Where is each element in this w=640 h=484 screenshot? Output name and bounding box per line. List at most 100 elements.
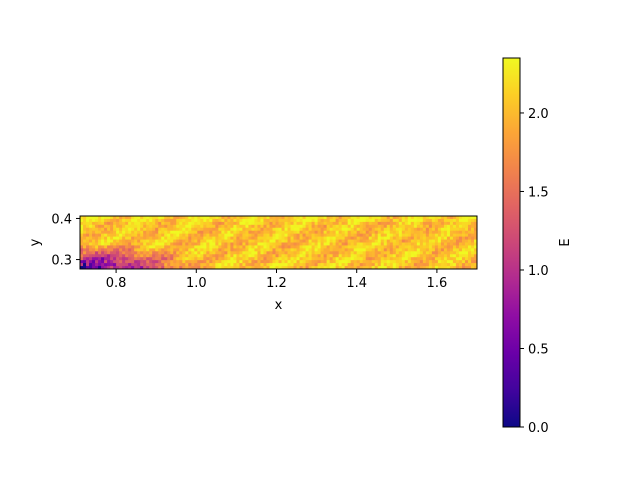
heatmap-cell	[374, 230, 379, 235]
heatmap-cell	[407, 233, 412, 238]
heatmap-cell	[221, 257, 225, 261]
heatmap-cell	[224, 260, 228, 264]
heatmap-cell	[254, 227, 259, 232]
heatmap-cell	[446, 233, 451, 238]
heatmap-cell	[311, 260, 316, 264]
heatmap-cell	[179, 224, 183, 229]
heatmap-cell	[245, 216, 250, 220]
heatmap-cell	[308, 263, 313, 267]
heatmap-cell	[191, 251, 195, 255]
heatmap-cell	[95, 254, 99, 258]
heatmap-cell	[173, 239, 177, 244]
heatmap-cell	[443, 254, 448, 258]
heatmap-cell	[365, 236, 370, 241]
heatmap-cell	[362, 236, 367, 241]
heatmap-cell	[329, 216, 334, 220]
heatmap-cell	[89, 239, 93, 244]
heatmap-cell	[377, 263, 382, 267]
heatmap-cell	[101, 230, 105, 235]
heatmap-cell	[134, 245, 138, 249]
heatmap-cell	[80, 242, 84, 247]
heatmap-cell	[143, 251, 147, 255]
heatmap-cell	[311, 248, 316, 252]
heatmap-cell	[359, 257, 364, 261]
heatmap-cell	[161, 254, 165, 258]
heatmap-cell	[158, 236, 162, 241]
heatmap-cell	[293, 260, 298, 264]
heatmap-cell	[380, 257, 385, 261]
heatmap-cell	[395, 236, 400, 241]
heatmap-cell	[170, 230, 174, 235]
heatmap-cell	[149, 257, 153, 261]
heatmap-cell	[422, 263, 427, 267]
heatmap-cell	[104, 248, 108, 252]
heatmap-cell	[239, 221, 244, 226]
heatmap-cell	[134, 254, 138, 258]
heatmap-cell	[152, 239, 156, 244]
heatmap-cell	[305, 230, 310, 235]
heatmap-cell	[140, 266, 144, 269]
heatmap-cell	[338, 257, 343, 261]
heatmap-cell	[302, 227, 307, 232]
heatmap-cell	[233, 236, 237, 241]
heatmap-cell	[395, 230, 400, 235]
heatmap-cell	[410, 233, 415, 238]
heatmap-cell	[212, 236, 216, 241]
heatmap-cell	[443, 216, 448, 220]
heatmap-cell	[431, 263, 436, 267]
heatmap-cell	[161, 260, 165, 264]
heatmap-cell	[380, 239, 385, 244]
heatmap-cell	[434, 251, 439, 255]
heatmap-cell	[422, 266, 427, 269]
heatmap-cell	[347, 227, 352, 232]
heatmap-cell	[401, 230, 406, 235]
heatmap-cell	[317, 245, 322, 249]
heatmap-cell	[134, 242, 138, 247]
heatmap-cell	[227, 236, 231, 241]
heatmap-cell	[161, 251, 165, 255]
heatmap-cell	[332, 236, 337, 241]
heatmap-cell	[110, 236, 114, 241]
heatmap-cell	[455, 257, 460, 261]
heatmap-cell	[299, 245, 304, 249]
heatmap-cell	[416, 248, 421, 252]
heatmap-cell	[212, 239, 216, 244]
heatmap-cell	[281, 263, 286, 267]
heatmap-cell	[176, 248, 180, 252]
heatmap-cell	[92, 239, 96, 244]
heatmap-cell	[206, 218, 210, 223]
heatmap-cell	[185, 242, 189, 247]
heatmap-cell	[419, 224, 424, 229]
heatmap-cell	[200, 251, 204, 255]
heatmap-cell	[413, 218, 418, 223]
heatmap-cell	[398, 227, 403, 232]
heatmap-cell	[98, 242, 102, 247]
heatmap-cell	[125, 263, 129, 267]
heatmap-cell	[218, 230, 222, 235]
heatmap-cell	[272, 239, 277, 244]
heatmap-cell	[200, 248, 204, 252]
heatmap-cell	[446, 221, 451, 226]
heatmap-cell	[218, 242, 222, 247]
heatmap-cell	[422, 221, 427, 226]
heatmap-cell	[302, 233, 307, 238]
heatmap-cell	[194, 230, 198, 235]
heatmap-cell	[146, 245, 150, 249]
heatmap-cell	[182, 239, 186, 244]
heatmap-cell	[353, 239, 358, 244]
heatmap-cell	[140, 236, 144, 241]
heatmap-cell	[437, 251, 442, 255]
heatmap-cell	[317, 239, 322, 244]
heatmap-cell	[167, 266, 171, 269]
heatmap-cell	[101, 245, 105, 249]
heatmap-cells	[80, 216, 477, 269]
heatmap-cell	[341, 216, 346, 220]
heatmap-cell	[233, 221, 237, 226]
heatmap-cell	[398, 260, 403, 264]
heatmap-cell	[257, 224, 262, 229]
heatmap-cell	[158, 254, 162, 258]
heatmap-cell	[266, 257, 271, 261]
heatmap-cell	[368, 233, 373, 238]
heatmap-cell	[431, 254, 436, 258]
heatmap-cell	[428, 263, 433, 267]
